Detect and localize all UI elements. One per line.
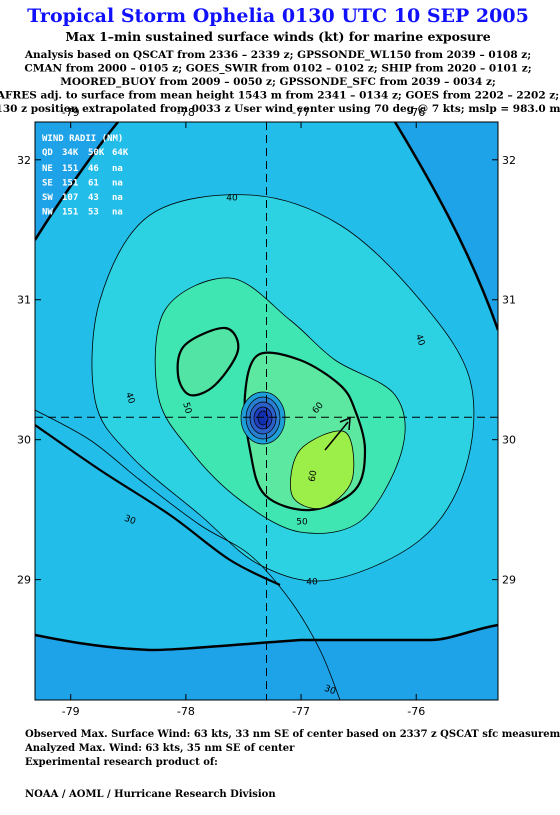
title: Tropical Storm Ophelia 0130 UTC 10 SEP 2… xyxy=(27,5,529,27)
y-tick-label: 31 xyxy=(502,294,516,307)
radii-column: 64K xyxy=(112,148,129,158)
header-line: CMAN from 2000 – 0105 z; GOES_SWIR from … xyxy=(24,63,531,76)
x-tick-label: -78 xyxy=(177,705,195,718)
y-tick-label: 30 xyxy=(17,434,31,447)
contour-label: 40 xyxy=(226,194,238,204)
contour-label: 30 xyxy=(123,514,137,527)
radii-cell: SE xyxy=(42,179,53,189)
footer-line: Analyzed Max. Wind: 63 kts, 35 nm SE of … xyxy=(24,743,295,754)
radii-cell: na xyxy=(112,164,123,174)
motion-arrow xyxy=(324,416,351,451)
x-tick-label: -78 xyxy=(177,106,195,119)
contour-label: 40 xyxy=(123,391,136,405)
y-tick-label: 29 xyxy=(17,574,31,587)
x-tick-label: -77 xyxy=(292,106,310,119)
radii-cell: 61 xyxy=(88,179,99,189)
radii-column: 50K xyxy=(88,148,105,158)
contour-thick xyxy=(35,122,498,652)
subtitle: Max 1–min sustained surface winds (kt) f… xyxy=(65,29,490,44)
header-lines: Analysis based on QSCAT from 2336 – 2339… xyxy=(0,49,560,115)
radii-cell: na xyxy=(112,179,123,189)
radii-cell: NW xyxy=(42,208,53,218)
header-line: 0130 z position extrapolated from 0033 z… xyxy=(0,103,560,115)
x-tick-label: -77 xyxy=(292,705,310,718)
radii-cell: 46 xyxy=(88,164,99,174)
contour-label: 30 xyxy=(323,684,337,697)
y-tick-label: 31 xyxy=(17,294,31,307)
radii-cell: 43 xyxy=(88,193,99,203)
radii-title: WIND RADII (NM) xyxy=(42,134,123,144)
x-tick-label: -76 xyxy=(407,705,425,718)
x-tick-label: -76 xyxy=(407,106,425,119)
contour-label: 40 xyxy=(306,578,318,588)
contour-label: 60 xyxy=(308,469,320,482)
map-frame xyxy=(34,121,499,701)
radii-cell: na xyxy=(112,193,123,203)
region-lobe xyxy=(176,326,240,397)
contour-35 xyxy=(35,424,281,586)
header-line: AFRES adj. to surface from mean height 1… xyxy=(0,90,559,102)
region-60 xyxy=(290,430,355,509)
radii-cell: NE xyxy=(42,164,53,174)
footer: Observed Max. Surface Wind: 63 kts, 33 n… xyxy=(24,729,560,800)
radii-cell: 53 xyxy=(88,208,99,218)
header-line: Analysis based on QSCAT from 2336 – 2339… xyxy=(24,49,531,62)
y-tick-label: 29 xyxy=(502,574,516,587)
radii-cell: na xyxy=(112,208,123,218)
credit: NOAA / AOML / Hurricane Research Divisio… xyxy=(25,789,276,800)
radii-column: QD xyxy=(42,148,53,158)
y-tick-label: 32 xyxy=(502,154,516,167)
contour-label: 40 xyxy=(413,333,426,347)
contour-30 xyxy=(35,409,341,700)
header-line: MOORED_BUOY from 2009 – 0050 z; GPSSONDE… xyxy=(60,76,496,89)
footer-line: Observed Max. Surface Wind: 63 kts, 33 n… xyxy=(25,729,560,740)
radii-cell: 151 xyxy=(62,179,78,189)
radii-column: 34K xyxy=(62,148,79,158)
y-tick-label: 30 xyxy=(502,434,516,447)
core-ring xyxy=(257,410,269,426)
contour-label: 50 xyxy=(296,518,308,528)
radii-cell: 107 xyxy=(62,193,78,203)
y-tick-label: 32 xyxy=(17,154,31,167)
x-tick-label: -79 xyxy=(62,705,80,718)
footer-line: Experimental research product of: xyxy=(25,757,218,768)
contour-label: 50 xyxy=(180,401,193,415)
radii-cell: SW xyxy=(42,193,53,203)
radii-cell: 151 xyxy=(62,164,78,174)
x-tick-label: -79 xyxy=(62,106,80,119)
radii-cell: 151 xyxy=(62,208,78,218)
